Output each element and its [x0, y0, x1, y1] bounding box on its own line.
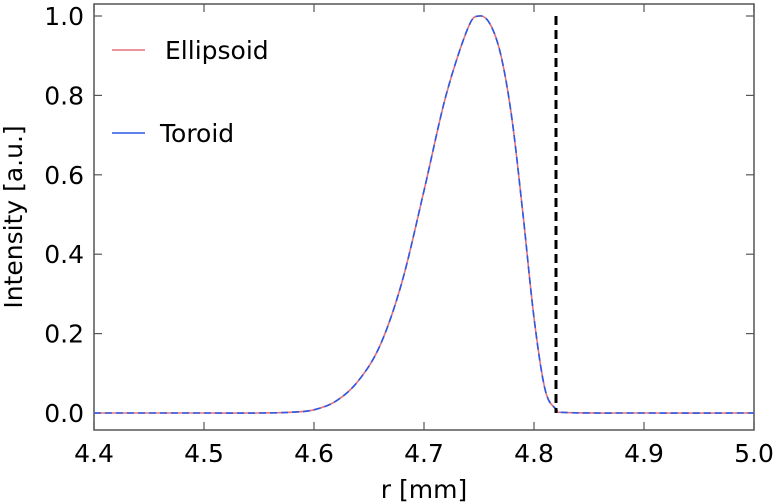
x-tick-label: 4.7: [404, 439, 444, 468]
x-tick-label: 4.9: [624, 439, 664, 468]
series-ellipsoid-line: [93, 15, 755, 414]
y-tick-label: 1.0: [44, 2, 84, 31]
legend-label-ellipsoid: Ellipsoid: [165, 36, 269, 65]
x-axis-label: r [mm]: [381, 475, 467, 503]
legend-label-toroid: Toroid: [159, 119, 234, 148]
legend: Ellipsoid Toroid: [112, 36, 269, 148]
y-tick-label: 0.4: [44, 240, 84, 269]
y-axis-label: Intensity [a.u.]: [0, 125, 28, 308]
series-layer: [93, 15, 755, 414]
series-toroid-line: [93, 15, 755, 414]
x-axis: 4.4 4.5 4.6 4.7 4.8 4.9 5.0: [74, 4, 774, 468]
x-tick-label: 4.8: [514, 439, 554, 468]
x-tick-label: 5.0: [734, 439, 774, 468]
y-axis: 0.0 0.2 0.4 0.6 0.8 1.0: [44, 2, 754, 428]
plot-frame: [93, 3, 755, 431]
x-tick-label: 4.5: [184, 439, 224, 468]
y-tick-label: 0.6: [44, 161, 84, 190]
y-tick-label: 0.2: [44, 320, 84, 349]
y-tick-label: 0.0: [44, 399, 84, 428]
x-tick-label: 4.6: [294, 439, 334, 468]
x-tick-label: 4.4: [74, 439, 114, 468]
y-tick-label: 0.8: [44, 81, 84, 110]
